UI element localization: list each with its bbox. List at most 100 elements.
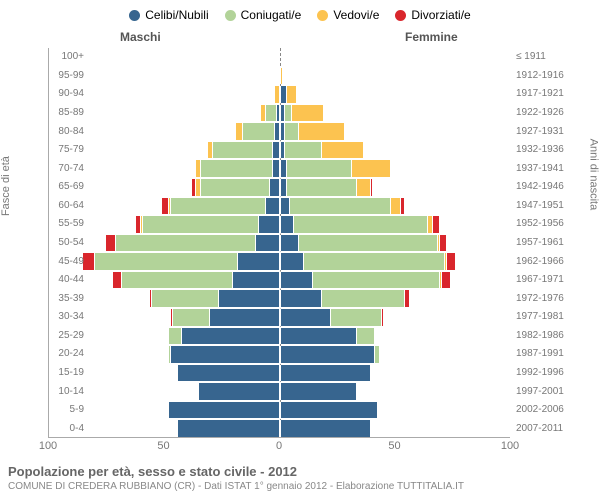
year-label: 1967-1971	[516, 274, 564, 285]
legend-label: Divorziati/e	[411, 8, 470, 22]
bar-segment	[280, 179, 287, 196]
bar-row	[49, 49, 510, 66]
female-half	[280, 346, 511, 363]
age-label: 55-59	[58, 218, 84, 229]
bar-row	[49, 346, 510, 363]
female-half	[280, 253, 511, 270]
female-half	[280, 290, 511, 307]
year-label: 1942-1946	[516, 181, 564, 192]
bar-segment	[439, 235, 446, 252]
bar-row	[49, 198, 510, 215]
female-half	[280, 68, 511, 85]
bar-segment	[298, 123, 344, 140]
year-label: 1962-1966	[516, 256, 564, 267]
header-male: Maschi	[120, 30, 161, 44]
bar-segment	[321, 290, 404, 307]
year-label: 2007-2011	[516, 423, 563, 434]
female-half	[280, 216, 511, 233]
bar-row	[49, 142, 510, 159]
bar-segment	[266, 105, 278, 122]
bar-segment	[122, 272, 233, 289]
female-half	[280, 105, 511, 122]
bar-segment	[284, 123, 298, 140]
bar-row	[49, 290, 510, 307]
year-label: 1947-1951	[516, 200, 564, 211]
female-half	[280, 402, 511, 419]
bar-segment	[400, 198, 405, 215]
female-half	[280, 383, 511, 400]
bar-row	[49, 383, 510, 400]
bar-segment	[284, 105, 291, 122]
bar-segment	[219, 290, 279, 307]
female-half	[280, 160, 511, 177]
bar-segment	[390, 198, 399, 215]
year-label: 1917-1921	[516, 88, 564, 99]
year-label: 1977-1981	[516, 311, 564, 322]
bar-segment	[169, 402, 280, 419]
bar-segment	[298, 235, 437, 252]
female-half	[280, 272, 511, 289]
bar-segment	[280, 198, 289, 215]
age-label: 70-74	[58, 163, 84, 174]
age-label: 15-19	[58, 367, 84, 378]
bar-segment	[286, 179, 355, 196]
bar-segment	[312, 272, 439, 289]
bar-segment	[171, 346, 280, 363]
bar-segment	[273, 160, 280, 177]
bar-segment	[266, 198, 280, 215]
bar-segment	[286, 160, 351, 177]
year-label: 1932-1936	[516, 144, 564, 155]
bar-segment	[370, 179, 372, 196]
plot-area	[48, 48, 510, 438]
bar-row	[49, 402, 510, 419]
legend-swatch	[225, 10, 236, 21]
bar-row	[49, 216, 510, 233]
bar-segment	[280, 346, 375, 363]
bar-segment	[95, 253, 238, 270]
bar-segment	[259, 216, 280, 233]
year-label: 1992-1996	[516, 367, 564, 378]
header-female: Femmine	[405, 30, 458, 44]
bar-segment	[280, 383, 356, 400]
bar-segment	[441, 272, 450, 289]
bar-segment	[236, 123, 243, 140]
age-label: 10-14	[58, 386, 84, 397]
female-half	[280, 142, 511, 159]
bar-segment	[243, 123, 275, 140]
bar-segment	[169, 328, 183, 345]
bar-row	[49, 272, 510, 289]
x-tick-label: 0	[276, 440, 282, 452]
bar-segment	[182, 328, 279, 345]
bar-segment	[280, 309, 331, 326]
age-label: 35-39	[58, 293, 84, 304]
bar-segment	[303, 253, 444, 270]
age-label: 90-94	[58, 88, 84, 99]
x-tick-label: 100	[39, 440, 57, 452]
bar-segment	[432, 216, 439, 233]
bar-segment	[152, 290, 219, 307]
age-label: 0-4	[70, 423, 84, 434]
year-label: 1912-1916	[516, 70, 564, 81]
bar-segment	[280, 235, 298, 252]
bar-segment	[280, 160, 287, 177]
age-label: 65-69	[58, 181, 84, 192]
bar-segment	[173, 309, 210, 326]
bar-segment	[199, 383, 280, 400]
bar-segment	[162, 198, 169, 215]
female-half	[280, 365, 511, 382]
legend-item: Celibi/Nubili	[129, 8, 208, 22]
year-label: 1937-1941	[516, 163, 564, 174]
bar-segment	[280, 328, 356, 345]
bar-segment	[291, 105, 323, 122]
female-half	[280, 179, 511, 196]
female-half	[280, 328, 511, 345]
bar-row	[49, 105, 510, 122]
legend-item: Vedovi/e	[317, 8, 379, 22]
bar-segment	[238, 253, 280, 270]
bar-segment	[356, 179, 370, 196]
bar-row	[49, 235, 510, 252]
bar-segment	[256, 235, 279, 252]
year-label: 1957-1961	[516, 237, 564, 248]
age-label: 60-64	[58, 200, 84, 211]
bar-segment	[280, 253, 303, 270]
